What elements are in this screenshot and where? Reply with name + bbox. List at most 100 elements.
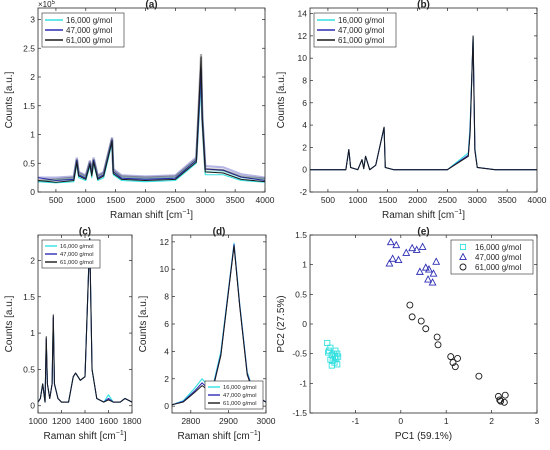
y-axis-label: Counts [a.u.] <box>276 71 287 128</box>
plot-frame <box>309 7 538 193</box>
y-tick-label: 4 <box>302 120 307 130</box>
legend-label: 61,000 g/mol <box>66 36 112 45</box>
scatter-point <box>497 397 505 405</box>
x-tick-label: 2 <box>489 416 494 426</box>
legend-swatch <box>459 243 467 251</box>
data-layer <box>310 35 537 171</box>
scatter-point <box>324 339 331 347</box>
scatter-point <box>417 317 425 325</box>
x-axis-label: Raman shift [cm−1] <box>382 209 465 221</box>
data-layer <box>38 238 132 403</box>
y-tick-label: 2 <box>30 255 35 265</box>
scatter-point <box>385 259 394 267</box>
x-tick-label: 1800 <box>123 416 142 426</box>
legend-label: 16,000 g/mol <box>66 16 112 25</box>
y-axis-label: Counts [a.u.] <box>4 71 15 128</box>
x-axis-label-sup: −1 <box>250 430 258 437</box>
data-layer <box>324 237 509 406</box>
x-tick-label: 1000 <box>76 195 95 205</box>
scatter-point <box>429 269 438 277</box>
x-tick-label: 1000 <box>348 195 367 205</box>
scatter-point <box>433 333 441 341</box>
scatter-point <box>329 357 336 364</box>
x-axis-label-tail: ] <box>462 210 465 221</box>
y-tick-label: 0 <box>30 401 35 411</box>
y-tick-label: 0 <box>30 187 35 197</box>
x-tick-label: 500 <box>49 195 63 205</box>
legend-label: 16,000 g/mol <box>60 244 94 250</box>
panel-3: (c) 1000 1200 1400 1600 1800 0 0.5 1 1.5 2 Raman sh… <box>4 227 142 443</box>
x-axis-label: Raman shift [cm−1] <box>177 430 260 442</box>
scatter-point <box>432 257 441 265</box>
legend-label: 16,000 g/mol <box>223 385 257 391</box>
data-layer <box>172 242 266 406</box>
scatter-point <box>402 248 411 256</box>
scatter-point <box>386 237 395 246</box>
y-tick-label: -0.5 <box>292 349 307 359</box>
x-tick-label: 1500 <box>378 195 397 205</box>
y-tick-label: 12 <box>298 31 308 41</box>
y-tick-label: 0 <box>302 319 307 329</box>
legend-label: 47,000 g/mol <box>60 252 94 258</box>
x-axis-label-tail: ] <box>124 431 127 442</box>
scatter-point <box>388 254 397 262</box>
y-tick-label: 1.5 <box>23 101 35 111</box>
x-tick-label: -1 <box>352 416 360 426</box>
scatter-point <box>408 243 417 252</box>
scatter-point <box>392 240 401 249</box>
legend-label: 61,000 g/mol <box>60 260 94 266</box>
y-tick-label: 2 <box>164 374 169 384</box>
y-tick-label: 0.5 <box>295 289 307 299</box>
x-tick-label: 4000 <box>528 195 547 205</box>
legend-label: 61,000 g/mol <box>338 36 384 45</box>
x-tick-label: 1400 <box>76 416 95 426</box>
x-tick-label: 3000 <box>257 416 276 426</box>
plot-frame <box>37 234 133 414</box>
panel-label: (c) <box>79 227 91 238</box>
y-tick-label: 4 <box>164 346 169 356</box>
legend-label: 16,000 g/mol <box>338 16 384 25</box>
y-tick-label: 1 <box>30 130 35 140</box>
y-exponent-power: 5 <box>52 0 56 6</box>
series-line <box>38 238 132 403</box>
legend-label: 47,000 g/mol <box>338 26 384 35</box>
x-tick-label: 1 <box>444 416 449 426</box>
scatter-point <box>328 362 335 369</box>
y-tick-label: 10 <box>298 53 308 63</box>
scatter-point <box>421 263 430 271</box>
scatter-point <box>408 313 416 321</box>
x-tick-label: 3000 <box>468 195 487 205</box>
panel-4: (d) 2800 2900 3000 0 2 4 6 8 10 12 Raman shift [cm−… <box>138 227 276 443</box>
x-axis-label-sup: −1 <box>454 209 462 216</box>
x-tick-label: 1200 <box>52 416 71 426</box>
plot-frame <box>309 234 538 414</box>
x-tick-label: 2000 <box>408 195 427 205</box>
y-tick-label: 1.5 <box>295 230 307 240</box>
data-layer <box>38 53 265 184</box>
panel-label: (b) <box>417 0 430 11</box>
x-axis-label-tail: ] <box>258 431 261 442</box>
x-axis-label: Raman shift [cm−1] <box>110 209 193 221</box>
y-tick-label: 2.5 <box>23 43 35 53</box>
scatter-point <box>406 301 414 309</box>
legend: 16,000 g/mol 47,000 g/mol 61,000 g/mol <box>41 239 101 269</box>
scatter-point <box>412 245 421 253</box>
legend-swatch <box>459 252 467 261</box>
plot-frame <box>171 234 267 414</box>
scatter-point <box>424 275 432 283</box>
scatter-point <box>454 354 461 362</box>
series-line <box>172 245 266 406</box>
panel-1: (a) 500 1000 1500 2000 2500 3000 3500 4000 0 0.5 1 1… <box>4 0 275 221</box>
scatter-point <box>451 363 459 371</box>
x-tick-label: 1600 <box>99 416 118 426</box>
y-tick-label: 0.5 <box>23 364 35 374</box>
x-axis-label-text: Raman shift [cm <box>110 210 182 221</box>
x-tick-label: 3 <box>535 416 540 426</box>
scatter-point <box>447 353 455 361</box>
scatter-point <box>326 347 333 354</box>
y-tick-label: 14 <box>298 9 308 19</box>
panel-label: (a) <box>145 0 157 11</box>
x-tick-label: 2800 <box>181 416 200 426</box>
